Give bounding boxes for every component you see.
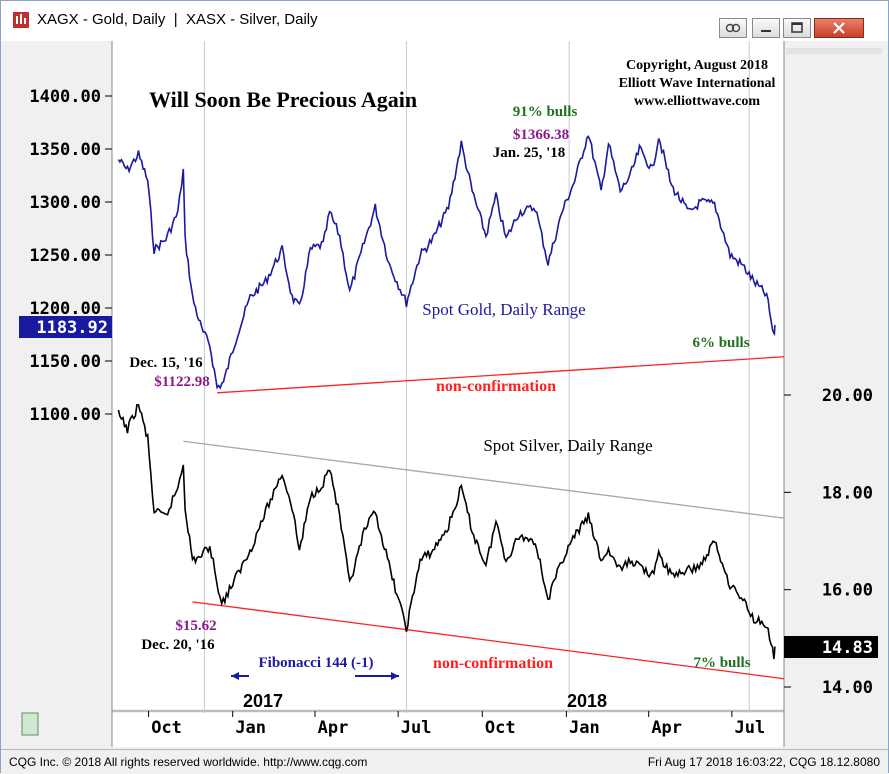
time-tick-label: Jan [235, 718, 266, 738]
scrollbar-track[interactable] [786, 48, 882, 54]
silver-series-label: Spot Silver, Daily Range [483, 436, 652, 455]
window-title: XAGX - Gold, Daily | XASX - Silver, Dail… [37, 11, 318, 28]
year-label-2017: 2017 [243, 691, 283, 711]
left-axis-ticks: 1400.00 1350.00 1300.00 1250.00 1200.00 1150.… [29, 87, 112, 425]
trendline-silver-support [192, 601, 785, 680]
status-bar: CQG Inc. © 2018 All rights reserved worl… [1, 749, 888, 774]
left-tick-label: 1100.00 [29, 405, 101, 425]
left-tick-label: 1350.00 [29, 140, 101, 160]
silver-last-value: 14.83 [822, 638, 873, 658]
minimize-icon [761, 30, 771, 32]
silver-now-bulls: 7% bulls [693, 655, 750, 671]
plot-area [112, 41, 784, 709]
silver-low-date: Dec. 20, '16 [141, 637, 215, 653]
copyright-line-3: www.elliottwave.com [634, 94, 760, 109]
gold-series-label: Spot Gold, Daily Range [422, 300, 585, 319]
right-axis-ticks: 20.00 18.00 16.00 14.00 [784, 386, 873, 698]
link-button[interactable] [719, 18, 747, 38]
time-axis-panel [112, 713, 784, 747]
corner-box[interactable] [21, 712, 39, 736]
gold-silver-chart: 1400.00 1350.00 1300.00 1250.00 1200.00 1150.… [2, 41, 888, 747]
series-line-silver [117, 403, 776, 660]
left-axis-panel [2, 41, 112, 709]
year-gridlines [203, 41, 750, 713]
time-tick-label: Jul [735, 718, 766, 738]
right-tick-label: 18.00 [822, 483, 873, 503]
gold-last-value-badge [19, 316, 112, 338]
copyright-line-2: Elliott Wave International [619, 76, 776, 91]
left-tick-label: 1300.00 [29, 193, 101, 213]
time-tick-label: Jan [569, 718, 600, 738]
right-axis-panel [784, 41, 888, 709]
right-tick-label: 14.00 [822, 678, 873, 698]
time-axis-ticks: Oct Jan Apr Jul Oct Jan Apr Jul [148, 711, 766, 738]
status-timestamp: Fri Aug 17 2018 16:03:22, CQG 18.12.8080 [647, 755, 880, 769]
time-tick-label: Oct [151, 718, 182, 738]
right-tick-label: 16.00 [822, 581, 873, 601]
series-line-gold [117, 135, 776, 390]
fibonacci-label: Fibonacci 144 (-1) [259, 655, 374, 671]
chart-title: Will Soon Be Precious Again [149, 87, 417, 112]
fibonacci-right-arrow [355, 672, 399, 680]
price-series [117, 135, 776, 660]
status-copyright: CQG Inc. © 2018 All rights reserved worl… [9, 755, 368, 769]
time-tick-label: Jul [401, 718, 432, 738]
close-button[interactable] [814, 18, 864, 38]
left-tick-label: 1250.00 [29, 246, 101, 266]
gold-high-bulls: 91% bulls [513, 104, 578, 120]
trendline-silver-resistance [183, 440, 785, 519]
trendline-gold-support [217, 356, 785, 394]
close-icon [833, 22, 845, 34]
silver-last-value-badge [784, 636, 878, 658]
corner-panel [2, 713, 112, 747]
non-confirmation-silver: non-confirmation [433, 655, 553, 672]
gold-high-date: Jan. 25, '18 [493, 145, 566, 161]
gold-last-value: 1183.92 [36, 318, 108, 338]
title-bar: XAGX - Gold, Daily | XASX - Silver, Dail… [1, 1, 888, 41]
maximize-icon [791, 22, 803, 33]
gold-low-price: $1122.98 [154, 374, 209, 390]
maximize-button[interactable] [783, 18, 811, 38]
link-icon [725, 23, 741, 33]
gold-now-bulls: 6% bulls [692, 335, 749, 351]
silver-low-price: $15.62 [175, 618, 216, 634]
fibonacci-left-arrow [231, 672, 249, 680]
right-tick-label: 20.00 [822, 386, 873, 406]
minimize-button[interactable] [752, 18, 780, 38]
year-label-2018: 2018 [567, 691, 607, 711]
trendlines [183, 356, 785, 680]
non-confirmation-gold: non-confirmation [436, 378, 556, 395]
time-tick-label: Oct [485, 718, 516, 738]
time-tick-label: Apr [318, 718, 349, 738]
copyright-line-1: Copyright, August 2018 [626, 58, 768, 73]
time-tick-label: Apr [651, 718, 682, 738]
chart-app-icon [13, 12, 29, 28]
gold-low-date: Dec. 15, '16 [129, 355, 203, 371]
gold-high-price: $1366.38 [513, 127, 569, 143]
left-tick-label: 1150.00 [29, 352, 101, 372]
left-tick-label: 1200.00 [29, 299, 101, 319]
left-tick-label: 1400.00 [29, 87, 101, 107]
